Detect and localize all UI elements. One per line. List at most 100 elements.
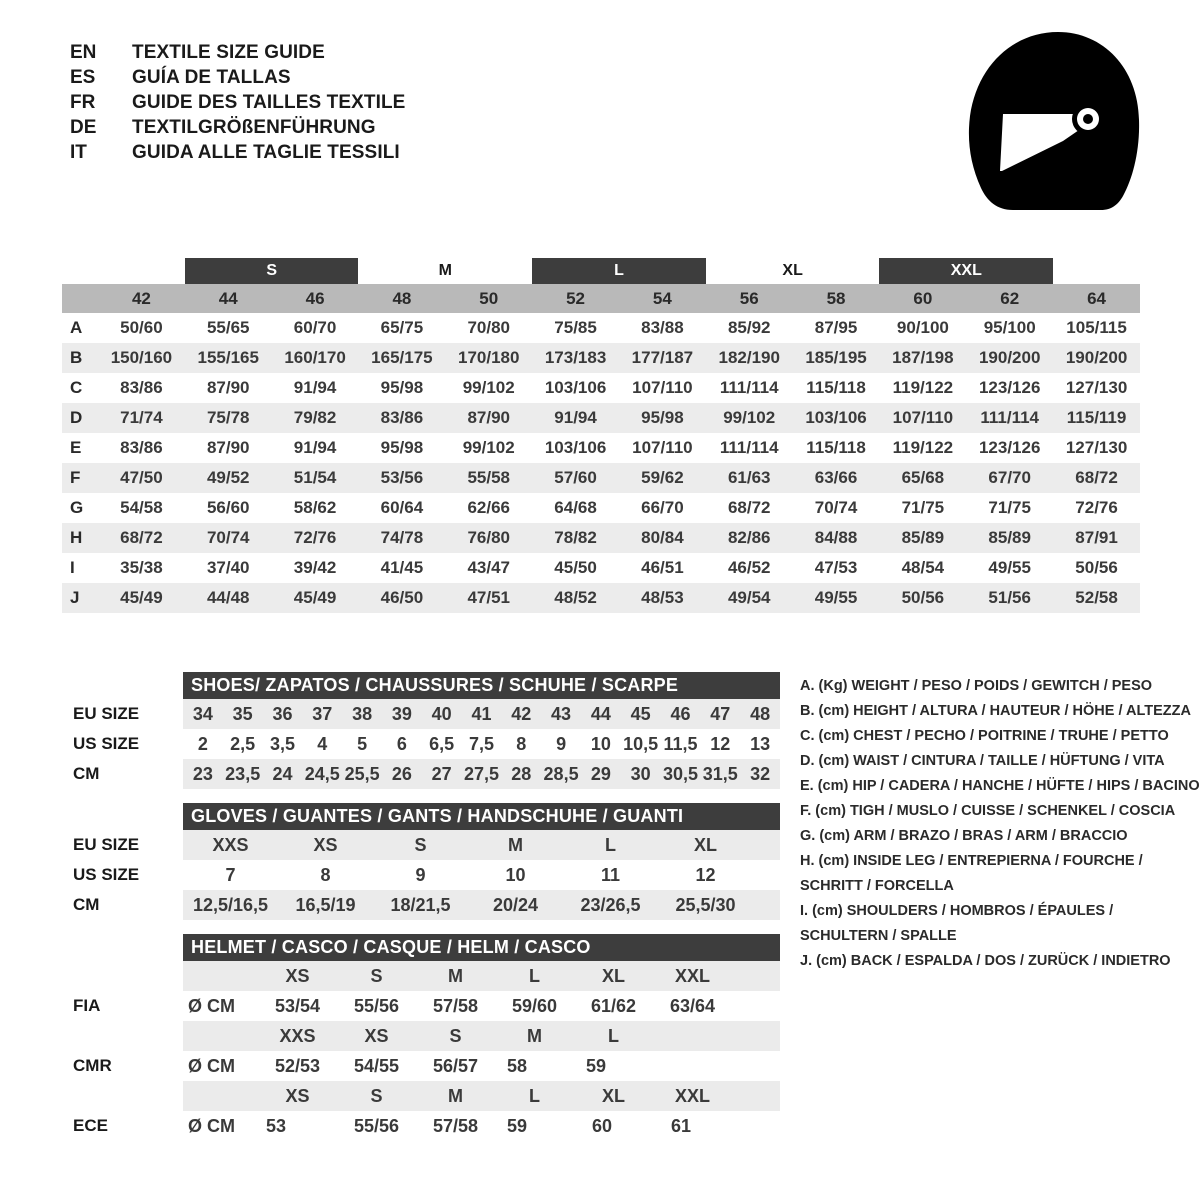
table-cell: 91/94: [293, 378, 337, 397]
table-cell: 111/114: [719, 378, 779, 397]
table-cell: 8: [320, 865, 331, 885]
title-text: TEXTILE SIZE GUIDE: [132, 42, 325, 63]
measurement-legend: A. (Kg) WEIGHT / PESO / POIDS / GEWITCH …: [800, 674, 1200, 974]
table-cell: 52/53: [274, 1056, 321, 1076]
table-cell: 18/21,5: [373, 890, 468, 920]
table-row: CMR Ø CM 52/53 54/55 56/57 58 59: [70, 1051, 780, 1081]
table-cell: 63/64: [669, 996, 716, 1016]
table-row: ECE Ø CM 53 55/56 57/58 59 60 61: [70, 1111, 780, 1141]
table-cell: 64/68: [554, 498, 597, 517]
table-cell: 79/82: [271, 403, 359, 433]
size-band-cell: L: [532, 256, 706, 284]
size-column-header: 48: [358, 284, 446, 313]
table-cell: 46/52: [727, 558, 771, 577]
table-cell: 85/89: [966, 523, 1054, 553]
table-cell: 85/89: [879, 523, 967, 553]
table-cell: 49/55: [988, 558, 1031, 577]
unit-spacer: [183, 1021, 258, 1051]
size-band-label-l: L: [532, 258, 706, 284]
legend-line-h-cont: SCHRITT / FORCELLA: [800, 878, 954, 894]
table-cell: 16,5/19: [278, 890, 373, 920]
table-cell: 50/56: [879, 583, 967, 613]
table-cell-empty: [732, 1021, 780, 1051]
table-cell: 67/70: [966, 463, 1054, 493]
table-cell: 55/65: [206, 318, 250, 337]
row-label: I: [70, 558, 75, 577]
table-cell: 23,5: [222, 759, 263, 789]
table-cell: 55/56: [353, 1116, 400, 1136]
table-cell: 28,5: [541, 759, 581, 789]
table-cell: 36: [262, 699, 303, 729]
table-row: XXS XS S M L: [70, 1021, 780, 1051]
size-column-header: 64: [1053, 284, 1140, 313]
helmet-table: HELMET / CASCO / CASQUE / HELM / CASCO X…: [70, 934, 780, 1141]
table-cell: 3,5: [269, 734, 295, 754]
table-cell: 24,5: [302, 759, 343, 789]
size-header: XL: [574, 1081, 653, 1111]
table-cell: 45/50: [554, 558, 597, 577]
size-header: [653, 1021, 732, 1051]
title-lang-code: IT: [70, 142, 87, 163]
row-label: EU SIZE: [73, 704, 140, 723]
table-cell: 25,5: [342, 759, 382, 789]
title-lang-code: DE: [70, 117, 97, 138]
table-cell: 12,5/16,5: [183, 890, 278, 920]
table-cell: M: [468, 830, 563, 860]
table-cell: 182/190: [705, 343, 793, 373]
table-cell: 71/75: [988, 498, 1031, 517]
table-cell-empty: [732, 1081, 780, 1111]
size-header: XXL: [653, 961, 732, 991]
table-cell: 111/114: [719, 438, 779, 457]
table-cell: 47: [700, 699, 741, 729]
size-band-label-xxl: XXL: [879, 258, 1054, 284]
row-label: A: [70, 318, 83, 337]
row-label: D: [62, 403, 98, 433]
table-cell: 23/26,5: [563, 890, 658, 920]
table-cell: 58: [507, 1056, 528, 1076]
table-cell: 26: [381, 759, 422, 789]
table-row: US SIZE 2 2,5 3,5 4 5 6 6,5 7,5 8 9 10 1…: [70, 729, 780, 759]
title-row: EN TEXTILE SIZE GUIDE: [70, 40, 690, 65]
table-cell: 48/54: [901, 558, 945, 577]
size-column-header: 46: [271, 284, 359, 313]
table-cell: 65/68: [879, 463, 967, 493]
table-cell: 70/80: [467, 318, 510, 337]
size-header: XL: [574, 961, 653, 991]
table-cell: 83/86: [120, 438, 163, 457]
table-row: J 45/49 44/48 45/49 46/50 47/51 48/52 48…: [62, 583, 1140, 613]
table-cell-empty: [732, 1111, 780, 1141]
size-band-cell: [1053, 256, 1140, 284]
size-header: S: [337, 961, 416, 991]
racing-helmet-icon: [955, 28, 1155, 213]
size-header: L: [495, 961, 574, 991]
table-cell: 57/60: [532, 463, 619, 493]
table-cell: 51/54: [271, 463, 359, 493]
table-cell: 72/76: [1075, 498, 1118, 517]
table-cell: 25,5/30: [658, 890, 753, 920]
row-label: ECE: [73, 1116, 108, 1135]
table-cell: 53/54: [274, 996, 321, 1016]
table-cell: 56/60: [206, 498, 250, 517]
table-row: D 71/74 75/78 79/82 83/86 87/90 91/94 95…: [62, 403, 1140, 433]
table-cell: 8: [516, 734, 527, 754]
unit-label: Ø CM: [188, 996, 235, 1016]
title-row: IT GUIDA ALLE TAGLIE TESSILI: [70, 140, 690, 165]
table-row: CM 12,5/16,5 16,5/19 18/21,5 20/24 23/26…: [70, 890, 780, 920]
table-cell: 87/91: [1053, 523, 1140, 553]
table-cell: 7: [225, 865, 236, 885]
size-number-header-row: 42 44 46 48 50 52 54 56 58 60 62 64: [62, 284, 1140, 313]
title-row: FR GUIDE DES TAILLES TEXTILE: [70, 90, 690, 115]
table-cell: 44/48: [184, 583, 272, 613]
table-cell: 38: [342, 699, 382, 729]
table-cell: 43/47: [467, 558, 510, 577]
row-label-spacer: [70, 1021, 183, 1051]
table-cell: 58/62: [293, 498, 337, 517]
table-row: FIA Ø CM 53/54 55/56 57/58 59/60 61/62 6…: [70, 991, 780, 1021]
table-cell: 28: [501, 759, 542, 789]
size-header: L: [495, 1081, 574, 1111]
title-text: GUIDE DES TAILLES TEXTILE: [132, 92, 406, 113]
size-band-cell: [98, 256, 185, 284]
table-cell: 48: [740, 699, 780, 729]
title-text: TEXTILGRÖßENFÜHRUNG: [132, 117, 376, 138]
table-cell: 103/106: [544, 378, 607, 397]
